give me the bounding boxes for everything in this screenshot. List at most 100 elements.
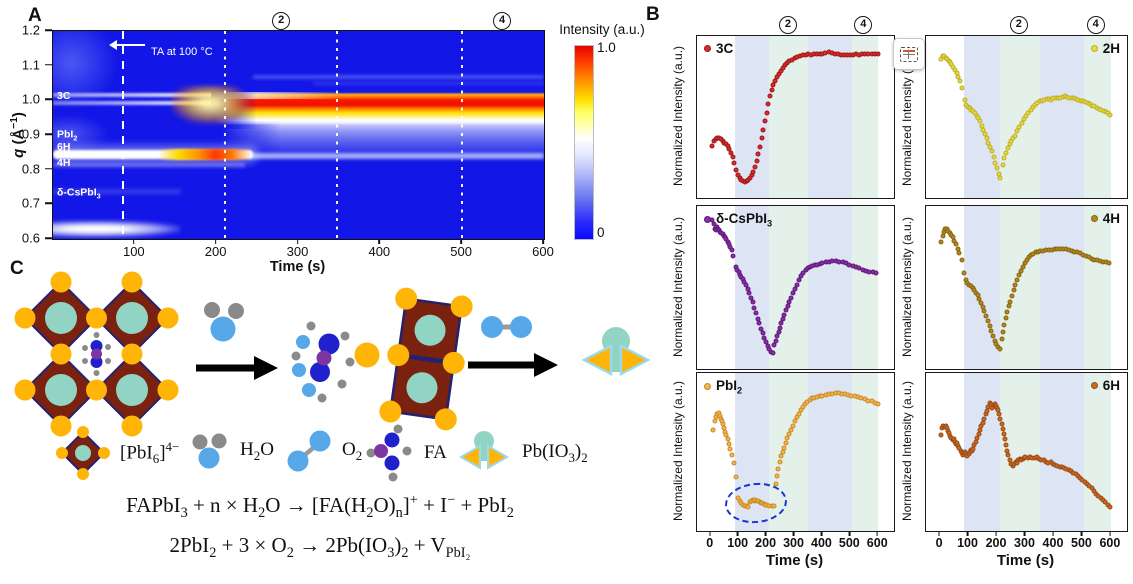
stage-marker: 4	[493, 12, 512, 30]
fa-molecule-icon	[366, 424, 412, 482]
series-legend: 6H	[1090, 378, 1120, 393]
panel-c-label: C	[10, 258, 24, 279]
x-tick-label: 400	[810, 536, 832, 550]
data-point	[983, 313, 989, 319]
x-tick: 100	[123, 239, 145, 259]
data-point	[774, 333, 780, 339]
tick-mark	[820, 531, 823, 536]
x-tick: 100	[957, 531, 978, 551]
data-point	[771, 342, 777, 348]
x-axis-title: Time (s)	[765, 552, 824, 569]
x-tick-label: 500	[450, 244, 473, 259]
data-point	[726, 441, 732, 447]
data-point	[770, 82, 776, 88]
data-point	[1000, 426, 1006, 432]
lead-iodate-icon	[459, 431, 509, 470]
left-arrow-icon	[109, 39, 145, 50]
tick-mark	[1109, 531, 1111, 536]
panel-a-x-axis-title: Time (s)	[269, 259, 326, 275]
phase-label: 6H	[57, 140, 71, 153]
data-point	[783, 440, 789, 446]
plot-3c: 3C	[696, 35, 895, 199]
legend-label: Pb(IO3)2	[522, 440, 588, 465]
pbi6-octahedron-icon	[56, 426, 110, 480]
plot-pbi2: PbI2	[696, 372, 895, 532]
data-point	[725, 436, 731, 442]
data-point	[1007, 299, 1013, 305]
oxidation-equation: 2PbI2 + 3 × O2 → 2Pb(IO3)2 + VPbI₂	[169, 533, 471, 562]
legend-item: FA	[364, 424, 447, 482]
x-tick: 200	[205, 239, 227, 259]
data-point	[750, 299, 756, 305]
data-point	[753, 310, 759, 316]
tick-mark	[876, 531, 878, 536]
data-point	[873, 270, 879, 276]
y-tick-label: 0.7	[21, 195, 40, 211]
data-point	[788, 295, 794, 301]
data-point	[769, 87, 775, 93]
data-point	[999, 421, 1005, 427]
stage-band	[808, 36, 852, 198]
tick-mark	[296, 239, 299, 244]
stage-band	[1039, 373, 1084, 531]
x-tick-label: 100	[122, 244, 145, 259]
x-tick: 400	[811, 531, 832, 551]
data-point	[988, 328, 994, 334]
hydration-equation: FAPbI3 + n × H2O → [FA(H2O)n]+ + I− + Pb…	[126, 492, 514, 522]
tick-mark	[736, 531, 739, 536]
gixrd-heatmap: 3C PbI2 6H 2H 4H δ-CsPbI3 TA at 100 °C	[52, 30, 545, 240]
data-point	[1009, 293, 1015, 299]
data-point	[767, 93, 773, 99]
data-point	[992, 160, 998, 166]
data-point	[765, 101, 771, 107]
x-tick: 0	[706, 531, 713, 551]
stage-band	[1083, 206, 1111, 369]
tick-mark	[214, 239, 217, 244]
series-marker-icon	[1090, 215, 1098, 222]
panel-a-y-axis-title: q (Å−1)	[4, 70, 32, 200]
data-point	[981, 308, 987, 314]
stage-boundary-line	[335, 31, 338, 239]
data-point	[1000, 329, 1006, 335]
data-point	[764, 110, 770, 116]
x-tick-label: 400	[368, 244, 391, 259]
x-tick: 600	[532, 239, 554, 259]
tick-mark	[460, 239, 462, 244]
data-point	[959, 85, 965, 91]
data-point	[938, 239, 944, 245]
legend-label: O2	[342, 438, 363, 463]
x-tick-label: 600	[532, 244, 554, 259]
data-point	[1001, 431, 1007, 437]
stage-marker: 4	[1086, 16, 1105, 34]
y-tick-mark	[45, 237, 52, 239]
data-point	[1011, 287, 1017, 293]
panel-b-right-x-axis: 0 100 200 300 400 500 600	[925, 531, 1126, 551]
phase-label: δ-CsPbI3	[57, 186, 101, 201]
phase-label: PbI2	[57, 128, 78, 143]
data-point	[756, 320, 762, 326]
data-point	[997, 175, 1003, 181]
capture-table-icon[interactable]	[893, 38, 925, 70]
stage-band	[1039, 36, 1084, 198]
data-point	[770, 350, 776, 356]
data-point	[962, 97, 968, 103]
data-point	[786, 299, 792, 305]
data-point	[1107, 112, 1113, 118]
data-point	[729, 247, 735, 253]
q-axis-label: q (Å−1)	[9, 112, 28, 158]
legend-label: [PbI6]4−	[120, 438, 180, 467]
legend-label: H2O	[240, 438, 274, 463]
data-point	[1012, 133, 1018, 139]
y-tick-mark	[45, 133, 52, 135]
data-point	[1005, 145, 1011, 151]
heatmap-guide-lines	[53, 31, 544, 239]
fa-cation-icon	[82, 332, 111, 376]
colorbar-title: Intensity (a.u.)	[559, 22, 645, 37]
plot-6h: 6H	[925, 372, 1128, 532]
x-tick-label: 0	[935, 536, 943, 550]
stage-band	[999, 36, 1040, 198]
anneal-start-line	[121, 31, 124, 239]
data-point	[1106, 260, 1112, 266]
